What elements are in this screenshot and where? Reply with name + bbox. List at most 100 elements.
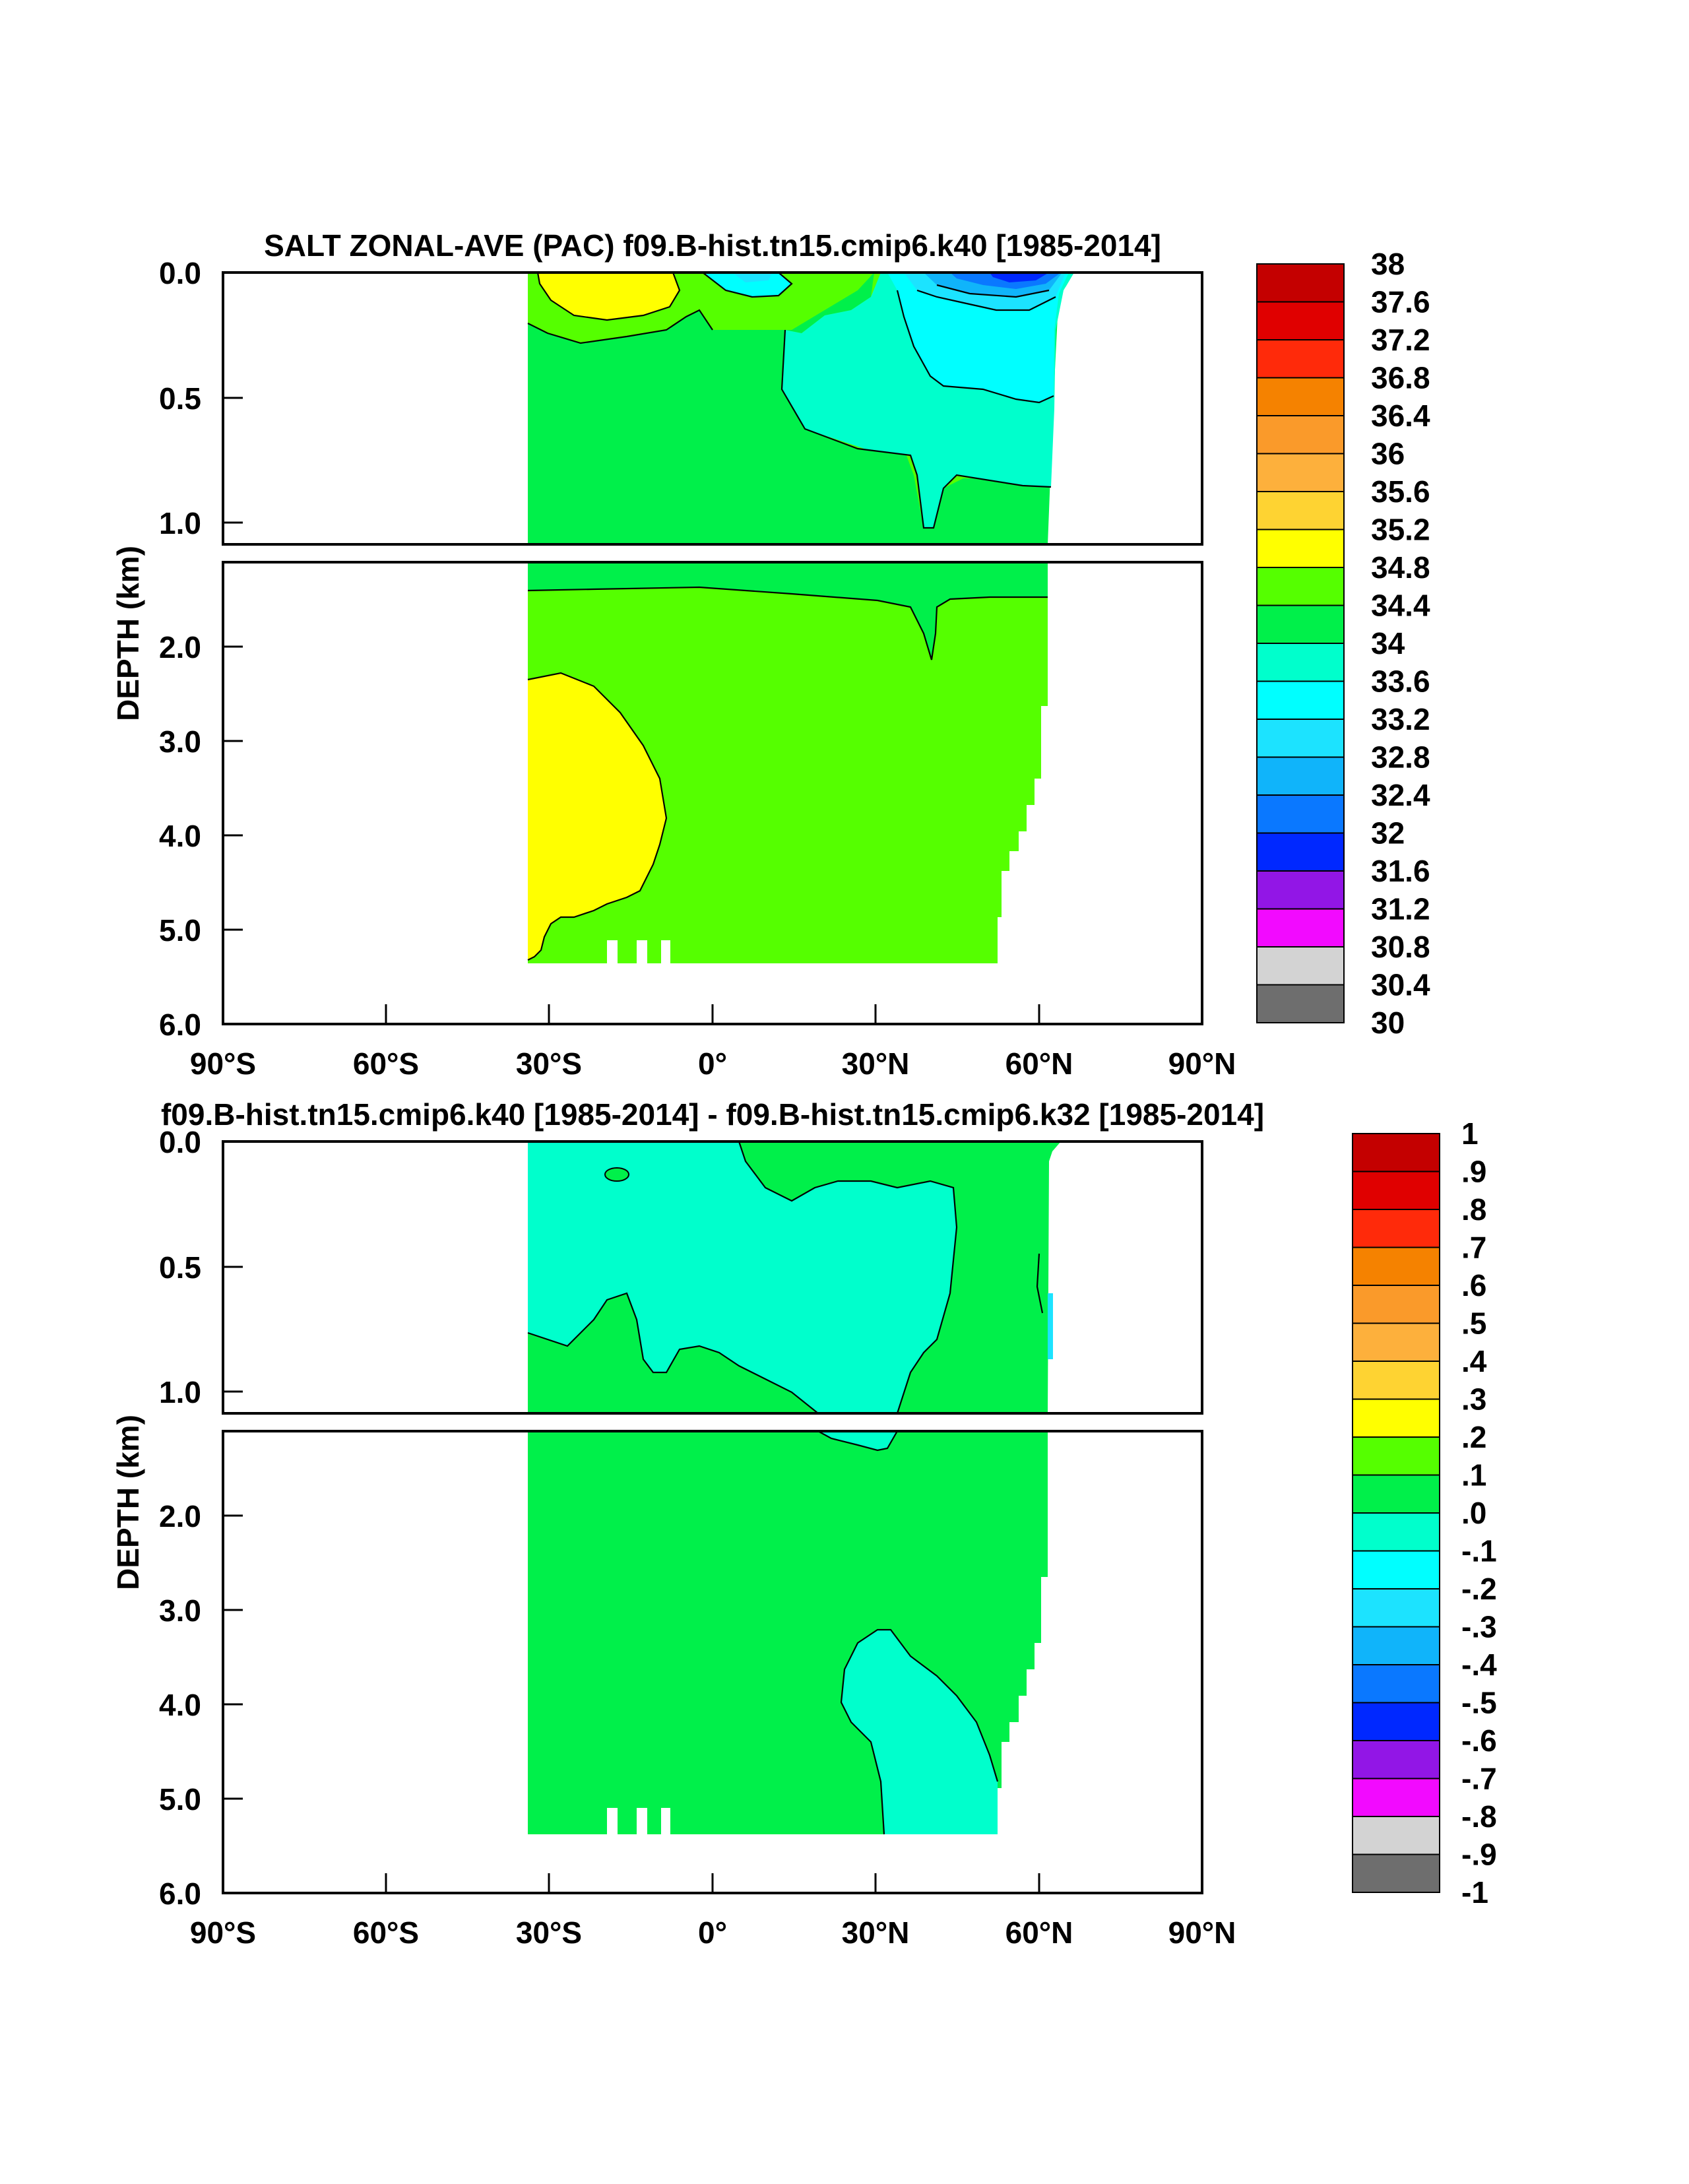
panel2-xtick-60s: 60°S <box>353 1915 419 1950</box>
panel2-ytick-1: 1.0 <box>159 1375 201 1409</box>
panel2-ytick-3: 3.0 <box>159 1593 201 1628</box>
panel2-colorbar: 1 .9.8 .7.6 .5.4 .3.2 .1.0 -.1 -.2 -.3 -.4 -.5-.6 -… <box>1352 1116 1497 1910</box>
panel2-colorbar-label-10: .0 <box>1461 1496 1486 1530</box>
panel2-colorbar-swatch-7 <box>1352 1398 1440 1438</box>
panel2-colorbar-swatch-2 <box>1352 1209 1440 1248</box>
panel2-colorbar-label-17: -.7 <box>1461 1762 1497 1796</box>
panel1-colorbar-swatch-16 <box>1256 870 1345 910</box>
panel1-colorbar-label-13: 32.8 <box>1371 740 1430 775</box>
panel2-colorbar-label-13: -.3 <box>1461 1610 1497 1644</box>
panel1-colorbar-label-17: 31.2 <box>1371 892 1430 926</box>
panel2-upper-negative-outline <box>738 1141 958 1413</box>
panel2-lower-deep-negative <box>841 1630 998 1834</box>
panel1-lower-core-outline <box>527 672 668 961</box>
panel1-colorbar-swatch-13 <box>1256 756 1345 796</box>
panel1-colorbar-label-3: 36.8 <box>1371 361 1430 395</box>
panel1-ytick-6: 6.0 <box>159 1008 201 1042</box>
panel1-lower-land-gap-2 <box>637 940 647 967</box>
panel1-upper-band-outline <box>527 309 713 344</box>
panel2-upper-yticks: 0.0 0.5 1.0 <box>159 1125 243 1409</box>
panel1-upper-yticks: 0.0 0.5 1.0 <box>159 256 243 540</box>
panel1-colorbar-label-15: 32 <box>1371 816 1405 851</box>
panel1-colorbar-swatch-18 <box>1256 946 1345 986</box>
panel1-colorbar-label-0: 38 <box>1371 247 1405 281</box>
panel1-colorbar-swatch-15 <box>1256 832 1345 872</box>
panel2-ylabel: DEPTH (km) <box>111 1415 145 1590</box>
panel1-colorbar-label-16: 31.6 <box>1371 854 1430 888</box>
panel2-colorbar-label-2: .8 <box>1461 1192 1486 1227</box>
panel-difference: f09.B-hist.tn15.cmip6.k40 [1985-2014] - … <box>111 1097 1497 1950</box>
panel1-colorbar-label-2: 37.2 <box>1371 323 1430 357</box>
panel2-colorbar-label-7: .3 <box>1461 1382 1486 1417</box>
panel1-colorbar-swatch-5 <box>1256 453 1345 492</box>
panel2-colorbar-label-12: -.2 <box>1461 1572 1497 1606</box>
panel1-colorbar-swatch-3 <box>1256 377 1345 416</box>
panel1-upper-patch-outline <box>702 273 793 298</box>
panel2-title: f09.B-hist.tn15.cmip6.k40 [1985-2014] - … <box>161 1097 1264 1132</box>
panel2-colorbar-swatch-6 <box>1352 1361 1440 1400</box>
panel1-lower-top-layer <box>528 562 1048 660</box>
panel1-colorbar-label-14: 32.4 <box>1371 778 1430 812</box>
panel1-xticks: 90°S 60°S 30°S 0° 30°N 60°N 90°N <box>190 1004 1236 1081</box>
panel1-xtick-30n: 30°N <box>842 1046 910 1081</box>
panel1-upper-cell-outline-1 <box>916 289 1056 311</box>
panel1-xtick-90s: 90°S <box>190 1046 256 1081</box>
panel1-colorbar-label-19: 30.4 <box>1371 968 1430 1002</box>
panel1-ytick-2: 2.0 <box>159 630 201 664</box>
panel1-colorbar-label-9: 34.4 <box>1371 589 1430 623</box>
panel1-colorbar-swatch-9 <box>1256 604 1345 644</box>
panel2-xticks: 90°S 60°S 30°S 0° 30°N 60°N 90°N <box>190 1873 1236 1950</box>
panel1-ytick-1: 1.0 <box>159 506 201 540</box>
panel1-upper-midlat-patch <box>703 273 792 297</box>
panel2-xtick-60n: 60°N <box>1005 1915 1073 1950</box>
panel2-colorbar-swatch-4 <box>1352 1285 1440 1324</box>
panel2-colorbar-label-19: -.9 <box>1461 1838 1497 1872</box>
panel1-colorbar-label-20: 30 <box>1371 1006 1405 1040</box>
panel1-colorbar-label-18: 30.8 <box>1371 930 1430 964</box>
panel2-colorbar-swatch-11 <box>1352 1550 1440 1590</box>
panel1-lower-land-gap-3 <box>661 940 670 967</box>
panel2-lower-land-gap-3 <box>661 1808 670 1834</box>
panel2-colorbar-swatch-5 <box>1352 1322 1440 1362</box>
panel2-colorbar-label-6: .4 <box>1461 1344 1487 1378</box>
panel1-lower-yticks: 2.0 3.0 4.0 5.0 6.0 <box>159 630 243 1042</box>
panel1-colorbar-label-4: 36.4 <box>1371 399 1430 433</box>
panel2-colorbar-swatch-8 <box>1352 1436 1440 1476</box>
panel2-ytick-4: 4.0 <box>159 1688 201 1722</box>
panel1-colorbar-swatch-17 <box>1256 908 1345 947</box>
panel2-lower-top-negative <box>818 1431 897 1450</box>
panel1-colorbar-label-11: 33.6 <box>1371 664 1430 699</box>
panel2-colorbar-swatch-15 <box>1352 1702 1440 1741</box>
panel1-ytick-05: 0.5 <box>159 381 201 416</box>
panel2-colorbar-label-20: -1 <box>1461 1875 1488 1910</box>
panel2-colorbar-label-15: -.5 <box>1461 1686 1497 1720</box>
panel1-upper-midlat-patch-inner <box>732 273 772 282</box>
panel1-xtick-60n: 60°N <box>1005 1046 1073 1081</box>
panel2-colorbar-label-8: .2 <box>1461 1420 1486 1454</box>
panel2-xtick-0: 0° <box>698 1915 727 1950</box>
panel1-lower-field <box>527 562 1048 967</box>
panel1-colorbar-label-5: 36 <box>1371 437 1405 471</box>
panel2-colorbar-label-4: .6 <box>1461 1268 1486 1302</box>
panel1-lower-ocean <box>528 562 1048 963</box>
panel1-colorbar-swatch-19 <box>1256 984 1345 1023</box>
panel2-colorbar-swatch-16 <box>1352 1740 1440 1780</box>
panel1-lower-top-outline <box>527 586 1048 660</box>
panel2-ytick-0: 0.0 <box>159 1125 201 1159</box>
panel1-ytick-3: 3.0 <box>159 724 201 759</box>
panel1-ylabel: DEPTH (km) <box>111 546 145 721</box>
panel1-colorbar-label-12: 33.2 <box>1371 702 1430 736</box>
panel2-ytick-6: 6.0 <box>159 1877 201 1911</box>
panel2-colorbar-swatch-1 <box>1352 1171 1440 1210</box>
panel1-colorbar-swatch-1 <box>1256 301 1345 340</box>
panel2-colorbar-label-3: .7 <box>1461 1231 1486 1265</box>
panel2-colorbar-swatch-0 <box>1352 1133 1440 1172</box>
panel2-upper-negative <box>528 1141 957 1413</box>
panel2-colorbar-swatch-10 <box>1352 1512 1440 1552</box>
panel2-colorbar-label-11: -.1 <box>1461 1534 1497 1568</box>
panel2-xtick-30n: 30°N <box>842 1915 910 1950</box>
panel1-upper-fresh-outline <box>781 329 1052 529</box>
panel1-colorbar-label-7: 35.2 <box>1371 513 1430 547</box>
panel2-colorbar-swatch-18 <box>1352 1816 1440 1855</box>
